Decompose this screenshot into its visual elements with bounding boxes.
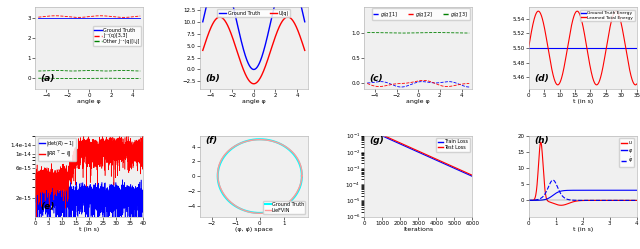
Text: (g): (g) bbox=[369, 136, 384, 145]
Text: (h): (h) bbox=[534, 136, 548, 145]
Text: (d): (d) bbox=[534, 74, 548, 83]
Legend: Ground Truth, J⁻¹(q)[3,3], Other J⁻¹(q)[i,j]: Ground Truth, J⁻¹(q)[3,3], Other J⁻¹(q)[… bbox=[93, 26, 141, 46]
Text: (e): (e) bbox=[40, 202, 55, 211]
X-axis label: angle φ: angle φ bbox=[242, 99, 266, 104]
X-axis label: Iterations: Iterations bbox=[403, 227, 433, 232]
Text: (a): (a) bbox=[40, 74, 55, 83]
X-axis label: angle φ: angle φ bbox=[406, 99, 430, 104]
X-axis label: t (in s): t (in s) bbox=[573, 99, 593, 104]
Legend: $u$, $\varphi$, $\dot{\varphi}$: $u$, $\varphi$, $\dot{\varphi}$ bbox=[620, 138, 634, 167]
Legend: Ground Truth, LieFVIN: Ground Truth, LieFVIN bbox=[264, 200, 305, 214]
X-axis label: t (in s): t (in s) bbox=[79, 227, 99, 232]
X-axis label: (φ, φ̇) space: (φ, φ̇) space bbox=[235, 227, 273, 232]
Text: (b): (b) bbox=[205, 74, 220, 83]
X-axis label: angle φ: angle φ bbox=[77, 99, 101, 104]
Text: (f): (f) bbox=[205, 136, 217, 145]
Text: (c): (c) bbox=[369, 74, 383, 83]
Legend: $|\det(R) - 1|$, $\|RR^\top - I\|$: $|\det(R) - 1|$, $\|RR^\top - I\|$ bbox=[38, 138, 76, 161]
Legend: $g(q)[1]$, $g(q)[2]$, $g(q)[3]$: $g(q)[1]$, $g(q)[2]$, $g(q)[3]$ bbox=[372, 8, 470, 20]
Legend: Ground Truth, U(q): Ground Truth, U(q) bbox=[218, 9, 290, 17]
Legend: Ground Truth Energy, Learned Total Energy: Ground Truth Energy, Learned Total Energ… bbox=[580, 10, 635, 21]
Legend: Train Loss, Test Loss: Train Loss, Test Loss bbox=[436, 138, 470, 152]
X-axis label: t (in s): t (in s) bbox=[573, 227, 593, 232]
